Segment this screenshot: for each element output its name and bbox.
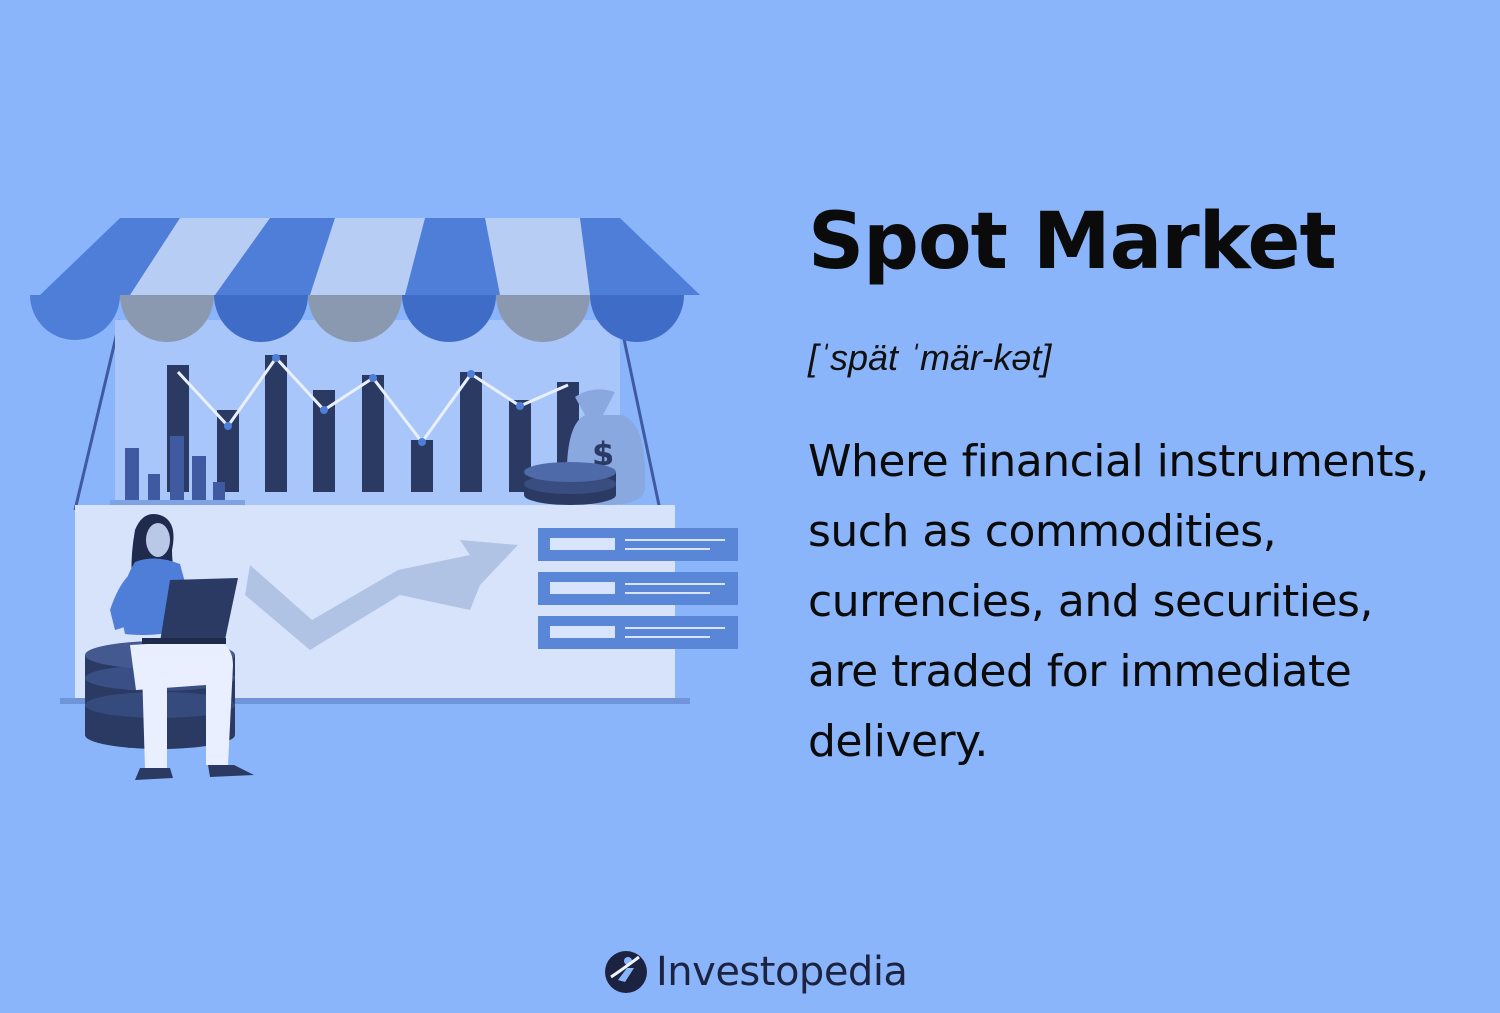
term-pronunciation: [ˈspät ˈmär-kət]: [808, 336, 1052, 378]
market-stall-illustration: $: [30, 218, 738, 780]
term-definition: Where financial instruments, such as com…: [808, 435, 1429, 767]
coin-stack-icon: [524, 462, 616, 505]
stall-pole-left: [73, 319, 122, 511]
term-definition-block: Spot Market [ˈspät ˈmär-kət] Where finan…: [808, 197, 1468, 777]
investopedia-logo-icon: [605, 951, 647, 993]
brand-name: Investopedia: [656, 949, 908, 995]
mini-bars-icon: [110, 436, 245, 508]
brand-logo: Investopedia: [604, 944, 908, 1000]
awning-icon: [30, 218, 700, 342]
growth-arrow-icon: [245, 540, 518, 650]
term-title: Spot Market: [808, 197, 1337, 287]
info-cards-icon: [538, 528, 738, 649]
svg-text:$: $: [592, 435, 614, 473]
person-with-laptop-icon: [110, 514, 254, 780]
stall-pole-right: [618, 319, 662, 511]
